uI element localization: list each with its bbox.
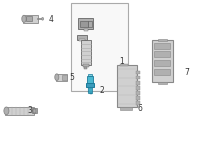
Bar [154, 43, 170, 49]
Bar [33, 109, 36, 113]
Text: 3: 3 [27, 106, 32, 116]
Bar [84, 29, 88, 31]
Bar [88, 87, 92, 93]
Bar [62, 75, 67, 80]
Bar [120, 64, 128, 66]
Text: 4: 4 [49, 15, 54, 24]
Bar [136, 71, 140, 74]
Bar [154, 69, 170, 75]
Bar [136, 91, 140, 95]
Bar [78, 18, 93, 29]
Bar [5, 107, 34, 115]
Bar [87, 76, 93, 83]
Bar [79, 39, 85, 41]
Bar [83, 64, 89, 67]
Ellipse shape [55, 74, 59, 81]
Bar [71, 3, 128, 91]
Bar [88, 21, 92, 27]
Bar [81, 40, 91, 65]
Bar [152, 40, 173, 82]
Text: 5: 5 [69, 73, 74, 82]
Text: 2: 2 [99, 86, 104, 95]
Ellipse shape [22, 15, 26, 22]
Ellipse shape [42, 17, 44, 20]
Bar [84, 67, 87, 69]
Ellipse shape [4, 107, 9, 115]
Bar [158, 82, 167, 84]
Bar [120, 107, 132, 110]
Bar [90, 93, 92, 94]
Text: 1: 1 [119, 57, 124, 66]
Bar [136, 76, 140, 79]
Text: 6: 6 [137, 103, 142, 113]
Bar [32, 108, 37, 113]
Bar [154, 51, 170, 57]
Bar [136, 86, 140, 90]
Bar [77, 35, 87, 40]
Bar [154, 60, 170, 66]
Bar [136, 81, 140, 85]
Bar [80, 21, 88, 27]
Bar [86, 83, 94, 87]
Text: 7: 7 [184, 67, 189, 77]
Bar [136, 96, 140, 100]
Bar [88, 74, 92, 76]
Bar [158, 39, 167, 41]
Bar [117, 65, 137, 107]
Bar [23, 15, 38, 23]
Bar [26, 16, 32, 21]
Bar [56, 74, 67, 81]
Bar [136, 101, 140, 105]
